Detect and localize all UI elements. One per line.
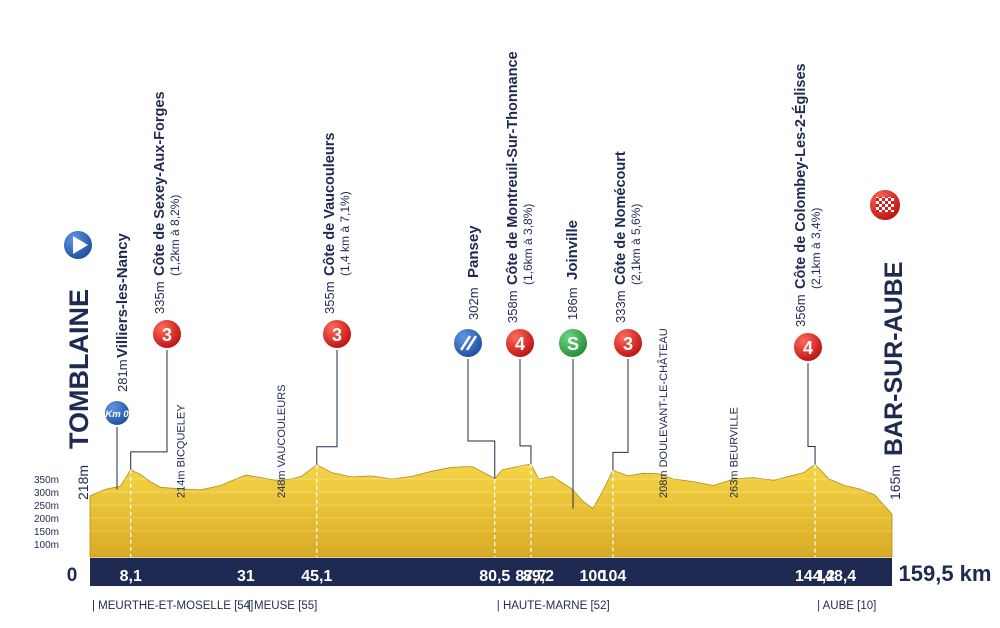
climb-name: Côte de Colombey-Les-2-Églises <box>792 63 809 289</box>
y-tick-100: 100m <box>34 540 59 551</box>
y-axis-ticks: 350m 300m 250m 200m 150m 100m <box>34 475 59 551</box>
start-town-altitude: 218m <box>75 465 91 500</box>
climb-detail: (2,1km à 5,6%) <box>629 204 643 285</box>
climb-altitude: 358m <box>505 290 520 323</box>
feed-zone-name: Pansey <box>465 225 482 278</box>
km0-badge-label: Km 0 <box>105 409 129 420</box>
climb-altitude: 335m <box>152 281 167 314</box>
km-label: 104 <box>600 568 627 585</box>
y-tick-300: 300m <box>34 488 59 499</box>
y-tick-150: 150m <box>34 527 59 538</box>
climb-category-badge <box>612 327 644 359</box>
km-label: 87,7 <box>515 568 546 585</box>
play-triangle-icon <box>73 236 88 254</box>
department-label: | HAUTE-MARNE [52] <box>497 600 610 612</box>
km0-altitude: 281m <box>115 359 130 392</box>
department-label: | MEUSE [55] <box>248 600 317 612</box>
climb-leader-line <box>612 358 629 471</box>
climb-category-badge <box>151 318 183 350</box>
km-label: 148,4 <box>816 568 856 585</box>
km0-badge <box>103 399 131 427</box>
climb-category-label: 4 <box>803 338 813 358</box>
km-label: 144,2 <box>795 568 835 585</box>
climb-leader-line <box>316 349 338 465</box>
total-distance-label: 159,5 km <box>899 561 992 586</box>
feed-zone-altitude: 302m <box>466 287 481 320</box>
km-label: 45,1 <box>301 568 332 585</box>
km-label: 31 <box>237 568 255 585</box>
climb-marker: 4 358m Côte de Montreuil-Sur-Thonnance (1,6… <box>504 51 536 359</box>
climb-category-badge <box>792 331 824 363</box>
sprint-altitude: 186m <box>565 287 580 320</box>
climb-leader-line <box>519 358 532 464</box>
y-tick-250: 250m <box>34 501 59 512</box>
department-label: | AUBE [10] <box>817 600 876 612</box>
marker-lines <box>116 349 816 557</box>
town-label: 214m BICQUELEY <box>176 404 188 498</box>
town-label: 263m BEURVILLE <box>729 407 741 498</box>
climb-category-label: 3 <box>623 334 633 354</box>
km0-marker: Km 0 281m Villiers-les-Nancy <box>103 233 131 427</box>
feed-zone-marker: 302m Pansey <box>452 225 484 359</box>
start-km-label: 0 <box>67 565 78 586</box>
climb-category-label: 3 <box>332 325 342 345</box>
km0-place-name: Villiers-les-Nancy <box>114 233 131 358</box>
start-marker: TOMBLAINE 218m <box>62 229 94 500</box>
climb-leader-line <box>130 349 168 470</box>
km-label: 89,2 <box>523 568 554 585</box>
km-label: 80,5 <box>479 568 510 585</box>
climb-marker: 3 333m Côte de Nomécourt (2,1km à 5,6%) <box>612 151 644 359</box>
elevation-area <box>89 463 893 558</box>
town-label: 208m DOULEVANT-LE-CHÂTEAU <box>657 328 670 498</box>
town-label: 248m VAUCOULEURS <box>276 385 288 499</box>
feed-zone-icon <box>452 327 484 359</box>
climb-name: Côte de Montreuil-Sur-Thonnance <box>505 51 521 285</box>
sprint-icon <box>557 327 589 359</box>
y-tick-350: 350m <box>34 475 59 486</box>
climb-markers: 3 335m Côte de Sexey-Aux-Forges (1,2km à 8,… <box>151 51 824 363</box>
km-label: 8,1 <box>120 568 142 585</box>
finish-marker: BAR-SUR-AUBE 165m <box>868 188 908 500</box>
start-town-name: TOMBLAINE <box>64 289 94 449</box>
climb-name: Côte de Vaucouleurs <box>322 133 338 276</box>
climb-leader-line <box>807 362 816 465</box>
km-axis-band <box>90 558 892 586</box>
climb-name: Côte de Nomécourt <box>613 151 629 285</box>
altitude-gridlines <box>90 465 892 532</box>
climb-category-label: 3 <box>162 325 172 345</box>
finish-town-name: BAR-SUR-AUBE <box>880 262 908 456</box>
climb-altitude: 355m <box>322 281 337 314</box>
sprint-place-name: Joinville <box>564 220 581 280</box>
sprint-badge-label: S <box>567 334 579 354</box>
climb-category-badge <box>504 327 536 359</box>
climb-detail: (1,2km à 8,2%) <box>168 195 182 276</box>
climb-marker: 3 355m Côte de Vaucouleurs (1,4 km à 7,1%) <box>321 133 353 350</box>
department-labels: | MEURTHE-ET-MOSELLE [54]| MEUSE [55] | H… <box>92 600 876 612</box>
sprint-marker: S 186m Joinville <box>557 220 589 359</box>
climb-altitude: 356m <box>793 294 808 327</box>
climb-marker: 4 356m Côte de Colombey-Les-2-Églises (2,1k… <box>792 63 824 363</box>
climb-category-badge <box>321 318 353 350</box>
km-label: 100 <box>579 568 606 585</box>
y-tick-200: 200m <box>34 514 59 525</box>
feed-zone-leader-line <box>467 358 496 479</box>
climb-marker: 3 335m Côte de Sexey-Aux-Forges (1,2km à 8,… <box>151 91 183 350</box>
finish-town-altitude: 165m <box>887 465 903 500</box>
town-labels: 214m BICQUELEY 248m VAUCOULEURS 208m DOULE… <box>176 328 741 498</box>
climb-category-label: 4 <box>515 334 525 354</box>
climb-detail: (2,1km à 3,4%) <box>809 208 823 289</box>
climb-detail: (1,6km à 3,8%) <box>521 204 535 285</box>
climb-detail: (1,4 km à 7,1%) <box>338 191 352 276</box>
climb-altitude: 333m <box>613 290 628 323</box>
department-label: | MEURTHE-ET-MOSELLE [54] <box>92 600 253 612</box>
climb-name: Côte de Sexey-Aux-Forges <box>152 91 168 276</box>
